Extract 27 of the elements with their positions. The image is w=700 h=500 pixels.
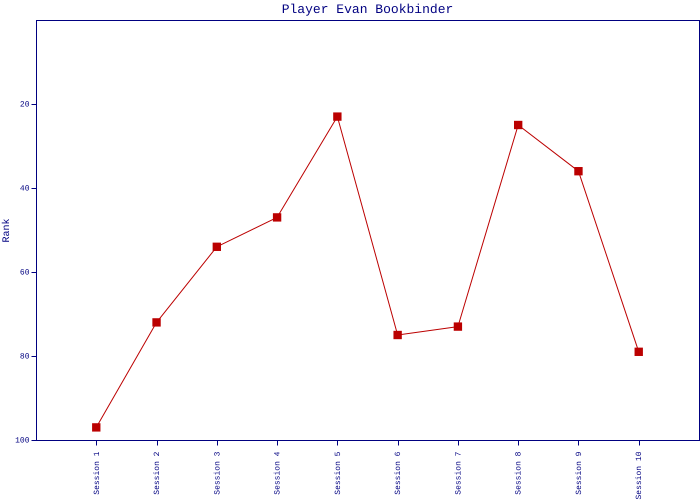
x-tick-label: Session 8 [514, 451, 524, 495]
point [333, 112, 342, 121]
point [212, 242, 221, 251]
chart-title: Player Evan Bookbinder [282, 2, 454, 17]
x-tick-label: Session 3 [213, 451, 222, 495]
x-tick-label: Session 1 [92, 451, 102, 495]
y-tick-label: 40 [20, 184, 30, 194]
x-tick-label: Session 6 [394, 451, 404, 495]
x-tick-label: Session 2 [153, 451, 162, 495]
point [634, 348, 643, 356]
point [514, 120, 522, 130]
y-tick-label: 80 [20, 352, 30, 362]
point [574, 167, 583, 176]
point [272, 213, 282, 222]
x-tick-label: Session 4 [274, 451, 283, 495]
point [152, 318, 161, 327]
point [454, 322, 462, 331]
x-tick-label: Session 10 [635, 451, 644, 500]
x-tick-label: Session 7 [454, 451, 464, 495]
x-tick-label: Session 5 [334, 451, 343, 495]
x-tick-label: Session 9 [574, 451, 584, 495]
point [393, 330, 402, 340]
y-tick-label: 20 [20, 100, 30, 110]
y-tick-label: 60 [20, 268, 30, 278]
y-axis-title: Rank [1, 218, 14, 243]
point [92, 423, 100, 432]
y-tick-label: 100 [15, 436, 30, 446]
